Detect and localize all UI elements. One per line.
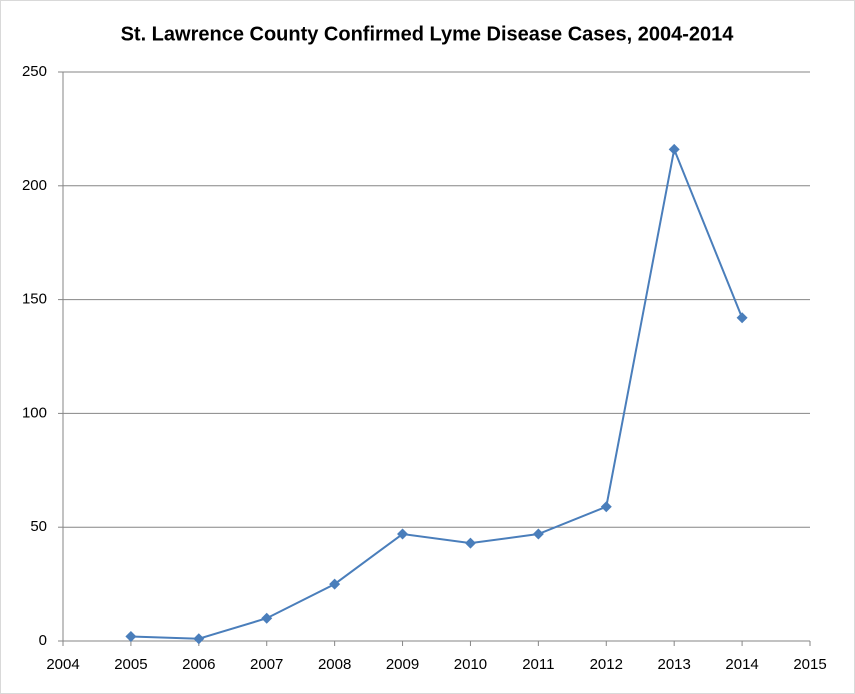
x-tick-label: 2006 [182, 656, 215, 673]
x-tick-label: 2011 [522, 656, 554, 673]
x-tick-label: 2014 [725, 656, 758, 673]
data-point [668, 143, 680, 155]
y-tick-label: 200 [22, 177, 47, 194]
data-point [532, 528, 544, 540]
data-line [130, 145, 744, 640]
data-point [736, 312, 748, 324]
data-point [600, 501, 612, 513]
data-point [464, 537, 476, 549]
x-tick-label: 2005 [114, 656, 147, 673]
y-tick-label: 50 [30, 518, 47, 535]
y-tick-label: 0 [39, 632, 47, 649]
x-tick-label: 2013 [657, 656, 690, 673]
y-tick-label: 100 [22, 404, 47, 421]
x-tick-label: 2007 [250, 656, 283, 673]
data-point [397, 528, 409, 540]
y-tick-label: 250 [22, 63, 47, 80]
data-point [261, 612, 273, 624]
x-tick-label: 2009 [386, 656, 419, 673]
y-tick-label: 150 [22, 291, 47, 308]
x-tick-label: 2010 [454, 656, 487, 673]
x-tick-label: 2004 [46, 656, 79, 673]
x-tick-label: 2008 [318, 656, 351, 673]
data-point [125, 630, 137, 642]
data-point [329, 578, 341, 590]
chart-title: St. Lawrence County Confirmed Lyme Disea… [121, 23, 735, 45]
data-point [193, 633, 205, 645]
x-tick-label: 2012 [590, 656, 623, 673]
x-tick-label: 2015 [793, 656, 826, 673]
